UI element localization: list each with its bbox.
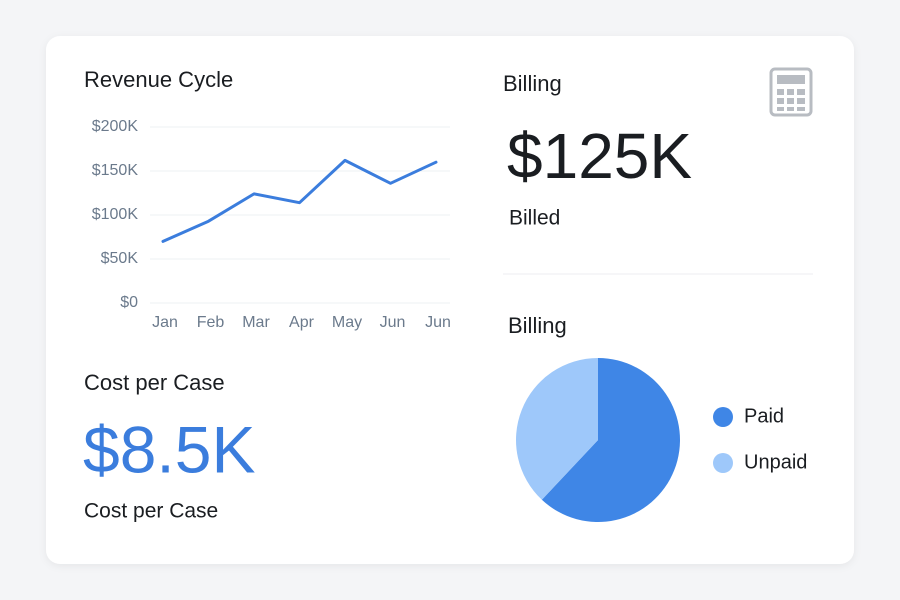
y-tick-label: $0 — [120, 294, 138, 311]
billing-title: Billing — [503, 71, 562, 96]
x-tick-label: Mar — [242, 314, 270, 331]
cost-title: Cost per Case — [84, 370, 225, 395]
cost-label: Cost per Case — [84, 500, 218, 523]
y-tick-label: $200K — [92, 118, 139, 135]
legend-label: Unpaid — [744, 451, 807, 473]
line — [161, 158, 438, 243]
pie-title: Billing — [508, 313, 567, 338]
y-tick-label: $100K — [92, 206, 139, 223]
y-tick-label: $150K — [92, 162, 139, 179]
cost-value: $8.5K — [83, 412, 255, 486]
y-tick-label: $50K — [101, 250, 139, 267]
billing-label: Billed — [509, 207, 560, 230]
x-tick-label: Jan — [152, 314, 178, 331]
x-tick-label: Apr — [289, 314, 315, 331]
legend-label: Paid — [744, 405, 784, 427]
pie-slice — [541, 358, 680, 522]
x-tick-label: Jun — [380, 314, 406, 331]
legend-swatch — [713, 453, 733, 473]
x-tick-label: Jun — [425, 314, 451, 331]
legend-swatch — [713, 407, 733, 427]
calculator-icon — [769, 67, 813, 117]
billing-value: $125K — [507, 120, 692, 192]
x-tick-label: May — [332, 314, 362, 331]
chart-title: Revenue Cycle — [84, 67, 233, 92]
x-tick-label: Feb — [197, 314, 225, 331]
pie-slice — [515, 357, 598, 500]
